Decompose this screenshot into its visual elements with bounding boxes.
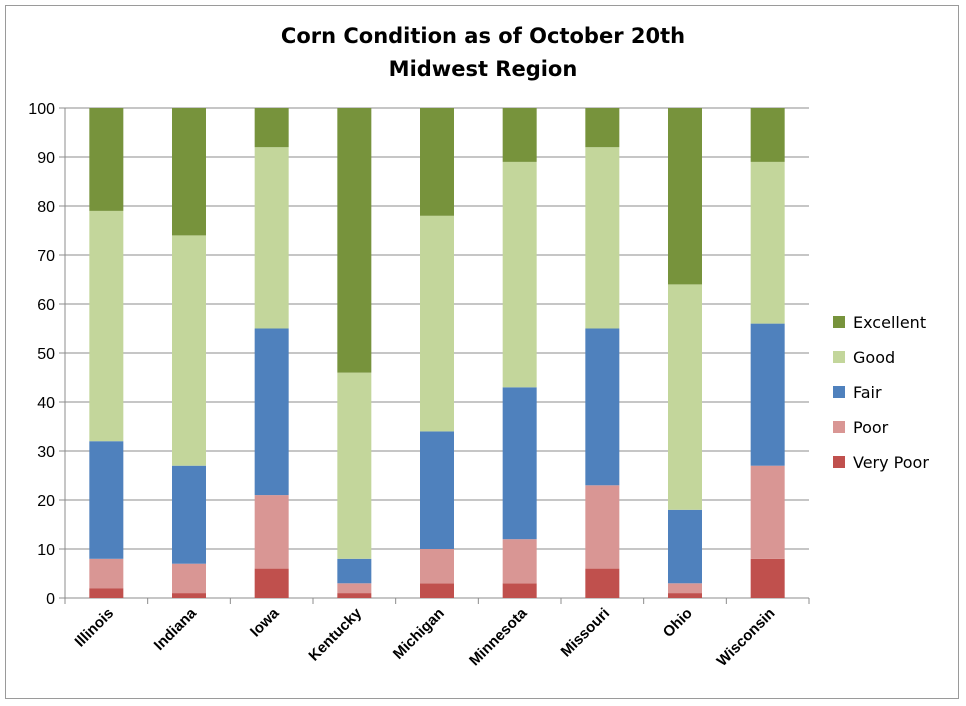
bar-segment-very-poor bbox=[172, 593, 206, 598]
y-tick-label: 90 bbox=[37, 150, 55, 167]
x-tick-label: Indiana bbox=[151, 604, 201, 654]
axes bbox=[59, 107, 810, 604]
legend-label: Excellent bbox=[853, 313, 926, 332]
bar-segment-very-poor bbox=[89, 588, 124, 598]
bar-segment-poor bbox=[750, 465, 785, 559]
bar-segment-poor bbox=[89, 558, 124, 589]
bar-segment-fair bbox=[502, 387, 537, 540]
bar-segment-excellent bbox=[668, 108, 702, 285]
y-tick-label: 20 bbox=[37, 493, 55, 510]
chart-frame bbox=[5, 5, 959, 699]
x-tick-label: Illinois bbox=[72, 605, 118, 651]
bar-segment-fair bbox=[668, 509, 702, 584]
bar-segment-very-poor bbox=[750, 558, 785, 598]
bar-segment-poor bbox=[668, 583, 702, 594]
y-tick-label: 100 bbox=[28, 101, 55, 118]
x-tick-label: Minnesota bbox=[466, 604, 531, 669]
x-tick-label: Wisconsin bbox=[714, 605, 779, 670]
bar-segment-good bbox=[585, 147, 620, 329]
bar-segment-good bbox=[337, 372, 372, 559]
bar-segment-excellent bbox=[89, 108, 124, 211]
legend-label: Poor bbox=[853, 418, 889, 437]
legend-swatch bbox=[833, 456, 845, 468]
y-tick-label: 70 bbox=[37, 248, 55, 265]
legend-swatch bbox=[833, 386, 845, 398]
bar-segment-good bbox=[668, 284, 702, 510]
bar-segment-fair bbox=[337, 558, 372, 584]
y-tick-label: 40 bbox=[37, 395, 55, 412]
bar-segment-poor bbox=[254, 495, 289, 569]
y-tick-label: 80 bbox=[37, 199, 55, 216]
bar-segment-good bbox=[502, 161, 537, 388]
legend: Excellent Good Fair Poor Very Poor bbox=[833, 313, 929, 472]
y-tick-labels: 0 10 20 30 40 50 60 70 80 90 100 bbox=[28, 101, 55, 608]
bar-segment-fair bbox=[750, 323, 785, 466]
x-tick-label: Michigan bbox=[390, 605, 448, 663]
bar-segment-poor bbox=[337, 583, 372, 594]
chart-title: Corn Condition as of October 20th bbox=[280, 24, 686, 48]
bar-segment-fair bbox=[172, 465, 206, 564]
bar-segment-good bbox=[750, 161, 785, 324]
bar-segment-excellent bbox=[254, 108, 289, 148]
bar-segment-poor bbox=[585, 485, 620, 569]
bar-segment-very-poor bbox=[585, 568, 620, 598]
bar-segment-excellent bbox=[420, 108, 454, 216]
bar-segment-very-poor bbox=[254, 568, 289, 598]
bar-segment-excellent bbox=[337, 108, 372, 373]
bar-segment-excellent bbox=[502, 108, 537, 162]
x-tick-label: Missouri bbox=[558, 605, 614, 661]
bar-segment-good bbox=[254, 147, 289, 329]
bar-segment-very-poor bbox=[502, 583, 537, 598]
bars bbox=[89, 108, 785, 598]
x-tick-label: Kentucky bbox=[305, 604, 365, 664]
y-tick-label: 10 bbox=[37, 542, 55, 559]
legend-swatch bbox=[833, 351, 845, 363]
y-tick-label: 50 bbox=[37, 346, 55, 363]
x-tick-labels: Illinois Indiana Iowa Kentucky Michigan Minne… bbox=[72, 604, 779, 669]
bar-segment-excellent bbox=[585, 108, 620, 148]
legend-swatch bbox=[833, 421, 845, 433]
bar-segment-good bbox=[172, 235, 206, 466]
bar-segment-fair bbox=[89, 441, 124, 559]
bar-segment-fair bbox=[585, 328, 620, 486]
bar-segment-fair bbox=[254, 328, 289, 496]
chart-subtitle: Midwest Region bbox=[388, 57, 578, 81]
bar-segment-excellent bbox=[750, 108, 785, 162]
legend-label: Fair bbox=[853, 383, 882, 402]
y-tick-label: 30 bbox=[37, 444, 55, 461]
bar-segment-excellent bbox=[172, 108, 206, 236]
bar-segment-good bbox=[420, 215, 454, 432]
bar-segment-very-poor bbox=[420, 583, 454, 598]
x-tick-label: Ohio bbox=[660, 605, 696, 641]
bar-segment-very-poor bbox=[337, 593, 372, 598]
legend-label: Very Poor bbox=[853, 453, 929, 472]
bar-segment-fair bbox=[420, 431, 454, 549]
bar-segment-poor bbox=[502, 539, 537, 584]
y-tick-label: 0 bbox=[46, 591, 55, 608]
y-tick-label: 60 bbox=[37, 297, 55, 314]
bar-segment-poor bbox=[172, 563, 206, 594]
legend-swatch bbox=[833, 316, 845, 328]
bar-segment-very-poor bbox=[668, 593, 702, 598]
bar-segment-poor bbox=[420, 549, 454, 584]
x-tick-label: Iowa bbox=[247, 604, 283, 640]
bar-segment-good bbox=[89, 210, 124, 442]
legend-label: Good bbox=[853, 348, 895, 367]
